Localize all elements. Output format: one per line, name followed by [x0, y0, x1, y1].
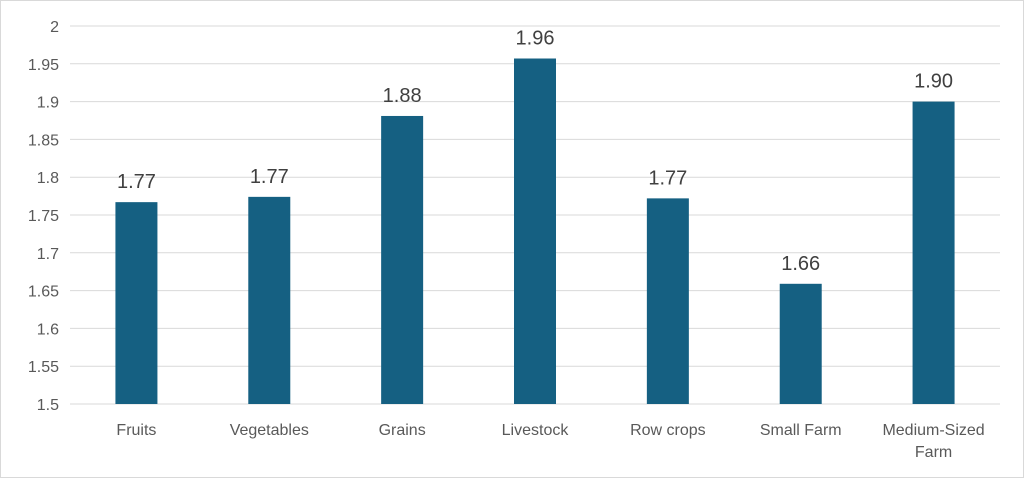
data-label: 1.88	[383, 85, 422, 107]
y-tick-label: 1.85	[28, 132, 59, 149]
x-tick-label: Row crops	[630, 422, 706, 439]
data-label: 1.96	[516, 28, 555, 50]
data-label: 1.77	[648, 167, 687, 189]
y-tick-label: 1.95	[28, 57, 59, 74]
x-tick-label: Grains	[379, 422, 426, 439]
y-tick-label: 1.6	[37, 321, 59, 338]
x-tick-label: Medium-Sized Farm	[882, 422, 984, 461]
x-axis-tick-labels: Fruits Vegetables Grains Livestock Row crops…	[116, 422, 984, 461]
bar	[912, 101, 955, 404]
bar	[514, 58, 556, 405]
data-label: 1.77	[250, 166, 289, 188]
y-tick-label: 1.65	[28, 284, 59, 301]
x-tick-label: Small Farm	[760, 422, 842, 439]
y-tick-label: 1.55	[28, 359, 59, 376]
x-tick-label: Vegetables	[230, 422, 309, 439]
bar	[115, 202, 158, 404]
y-tick-label: 1.9	[37, 95, 59, 112]
data-label: 1.77	[117, 171, 156, 193]
bar	[779, 283, 822, 404]
data-label: 1.90	[914, 71, 953, 93]
bar	[248, 196, 291, 404]
y-tick-label: 1.75	[28, 208, 59, 225]
y-tick-label: 1.7	[37, 246, 59, 263]
y-axis-tick-labels: 1.5 1.55 1.6 1.65 1.7 1.75 1.8 1.85 1.9 1.95 2	[28, 19, 59, 414]
y-tick-label: 1.5	[37, 397, 59, 414]
x-tick-label: Fruits	[116, 422, 156, 439]
data-labels: 1.77 1.77 1.88 1.96 1.77 1.66 1.90	[117, 28, 953, 275]
y-tick-label: 1.8	[37, 170, 59, 187]
y-tick-label: 2	[50, 19, 59, 36]
bars	[115, 58, 955, 405]
data-label: 1.66	[781, 253, 820, 275]
x-tick-label: Livestock	[502, 422, 570, 439]
bar	[381, 115, 424, 405]
bar	[646, 198, 689, 404]
